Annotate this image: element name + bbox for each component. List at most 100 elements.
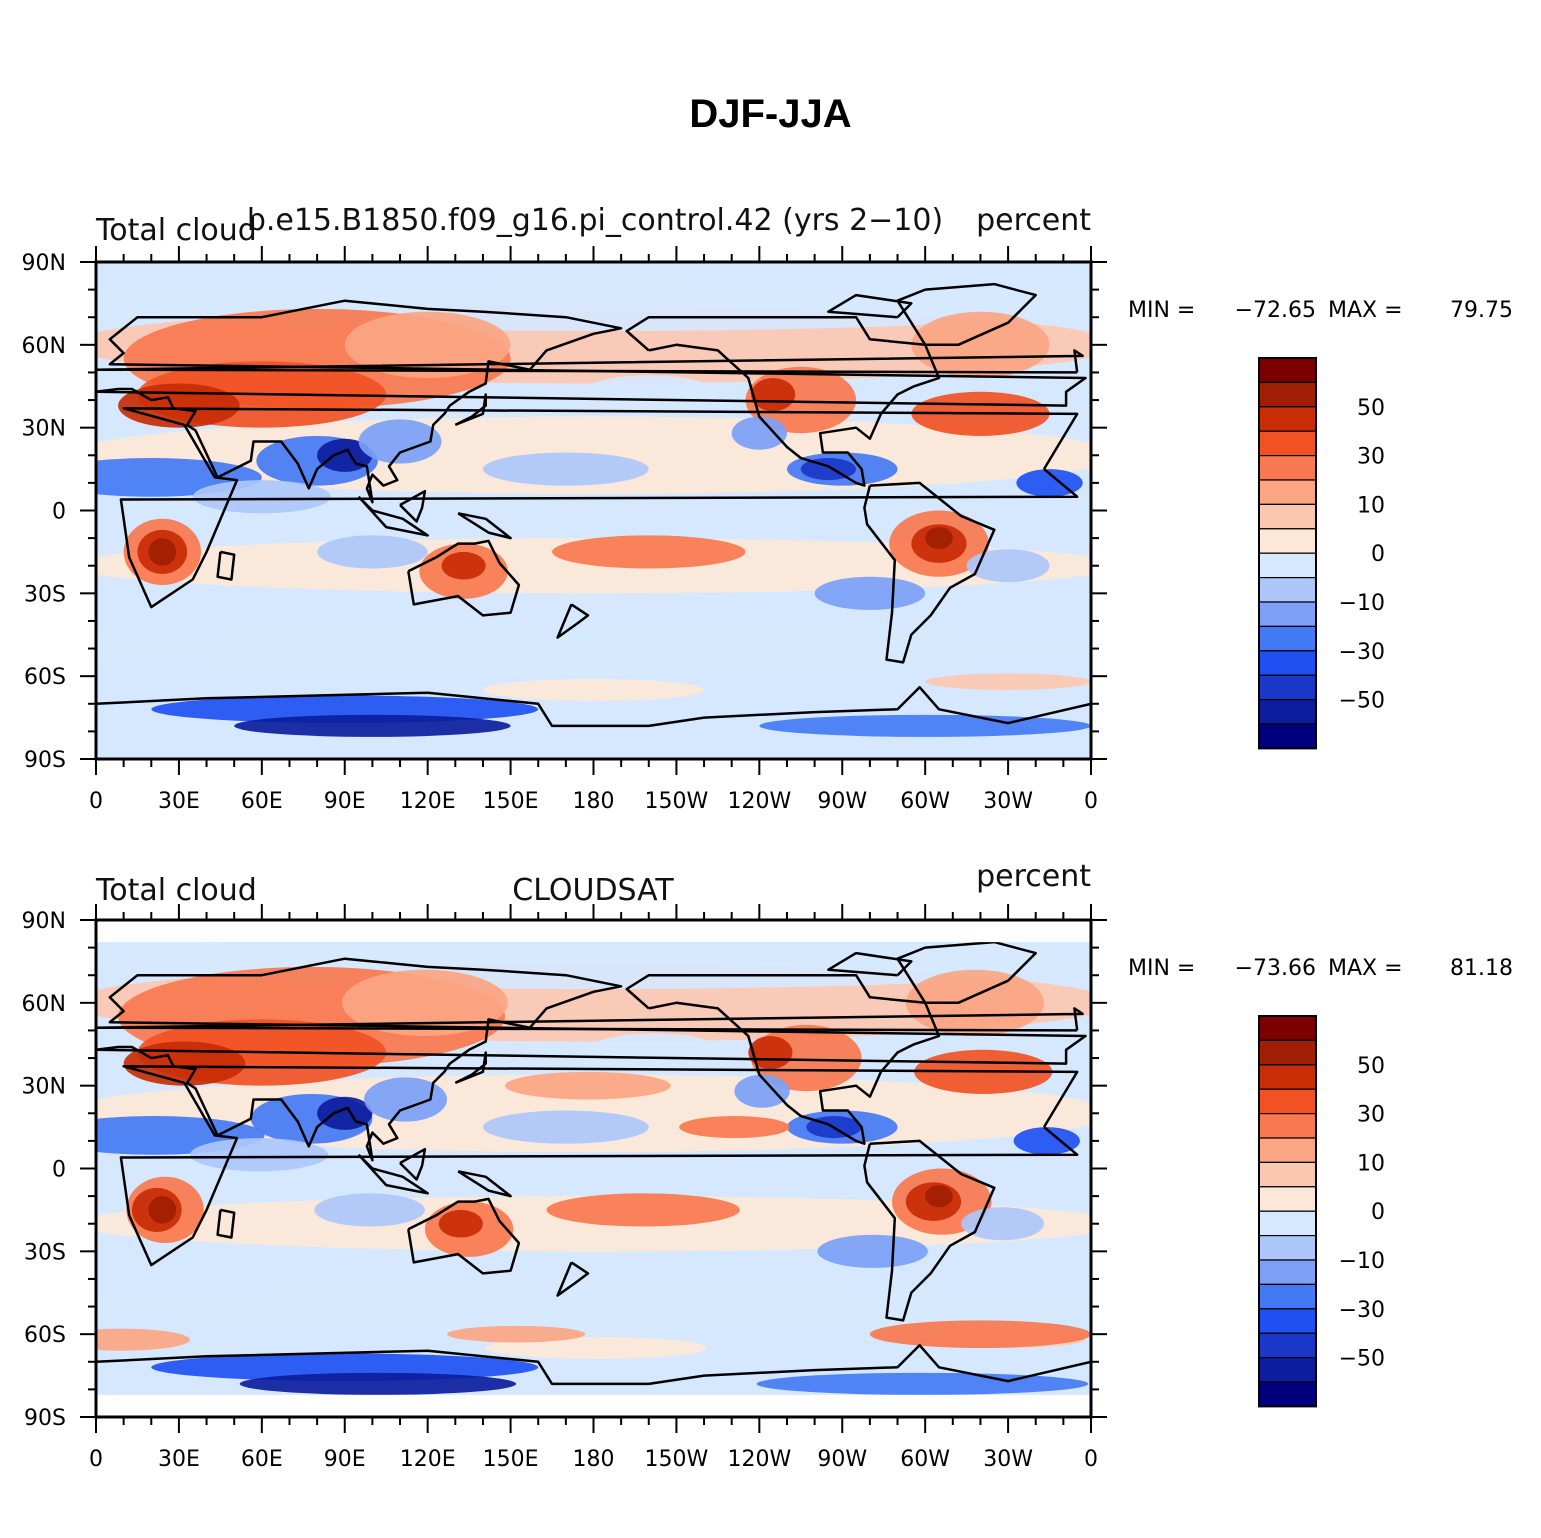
- min-value: −72.65: [1235, 298, 1316, 323]
- lat-tick-label: 0: [52, 500, 66, 525]
- lat-tick-label: 30N: [22, 417, 66, 442]
- lon-tick-label: 90W: [817, 1447, 867, 1472]
- colorbar-box: [1258, 1039, 1317, 1066]
- colorbar-box: [1258, 1015, 1317, 1041]
- colorbar-frame: [1258, 1015, 1317, 1408]
- coastline: [399, 1147, 427, 1181]
- contour-region: [925, 1185, 953, 1208]
- lon-tick-label: 150W: [645, 789, 709, 814]
- colorbar-label: −10: [1339, 1249, 1385, 1274]
- coastline: [96, 957, 1087, 1162]
- colorbar-label: −10: [1339, 591, 1385, 616]
- panel-center-string: CLOUDSAT: [512, 873, 674, 908]
- contour-region: [759, 714, 1091, 737]
- coastline: [863, 1139, 996, 1322]
- lon-tick-label: 90E: [324, 1447, 366, 1472]
- coastline: [96, 349, 1084, 374]
- coastline: [457, 1170, 512, 1198]
- colorbar-label: −50: [1339, 1347, 1385, 1372]
- colorbar-box: [1258, 1332, 1317, 1359]
- contour-region: [817, 1234, 928, 1268]
- lon-tick-label: 90E: [324, 789, 366, 814]
- contour-region: [239, 1372, 517, 1395]
- lat-tick-label: 30S: [24, 1240, 66, 1265]
- contour-region: [505, 1071, 671, 1100]
- lon-tick-label: 0: [89, 789, 103, 814]
- lon-tick-label: 120W: [727, 789, 791, 814]
- contour-region: [925, 527, 953, 550]
- lon-tick-label: 90W: [817, 789, 867, 814]
- coastline: [625, 973, 941, 1145]
- colorbar-box: [1258, 1186, 1317, 1212]
- colorbar-label: −30: [1339, 1298, 1385, 1323]
- colorbar-box: [1258, 1137, 1317, 1163]
- contour-region: [905, 969, 1045, 1036]
- lat-tick-label: 60N: [22, 334, 66, 359]
- contour-region: [814, 576, 926, 610]
- colorbar-label: −30: [1339, 640, 1385, 665]
- contour-region: [585, 1033, 724, 1072]
- contour-region: [485, 1336, 707, 1360]
- coastline: [896, 282, 1037, 347]
- colorbar-box: [1258, 1210, 1317, 1237]
- colorbar-label: 10: [1357, 493, 1385, 518]
- lon-tick-label: 60E: [241, 789, 283, 814]
- contour-region: [148, 538, 177, 566]
- coastline: [407, 1197, 521, 1275]
- colorbar-label: 0: [1371, 542, 1385, 567]
- lat-tick-label: 30S: [24, 582, 66, 607]
- contour-region: [679, 1116, 790, 1139]
- contour-region: [482, 678, 705, 702]
- contour-region: [966, 549, 1050, 583]
- contour-field: [96, 942, 1091, 1395]
- contour-region: [756, 1372, 1089, 1395]
- contour-region: [925, 673, 1091, 690]
- contour-region: [234, 714, 511, 737]
- colorbar: 50 30 10 0 −10 −30 −50: [1258, 357, 1385, 750]
- figure-title: DJF-JJA: [689, 92, 852, 136]
- contour-region: [123, 1041, 246, 1086]
- colorbar-label: −50: [1339, 689, 1385, 714]
- coastline: [96, 299, 1087, 504]
- map-panel-1: 90N 60N 30N 0 30S 60S 90S 0 30E 60E 90E 120E 150E 180…: [22, 203, 1513, 814]
- contour-region: [869, 1320, 1091, 1348]
- min-value: −73.66: [1235, 956, 1316, 981]
- coastline: [454, 393, 487, 427]
- contour-region: [441, 551, 486, 580]
- lon-tick-label: 0: [89, 1447, 103, 1472]
- lon-tick-label: 30W: [983, 1447, 1033, 1472]
- lon-tick-label: 150E: [483, 1447, 539, 1472]
- colorbar-box: [1258, 698, 1317, 725]
- ticks: [80, 246, 1107, 775]
- coastlines: [96, 282, 1091, 728]
- lon-tick-label: 180: [573, 789, 615, 814]
- contour-region: [96, 620, 1091, 677]
- colorbar-label: 30: [1357, 445, 1385, 470]
- lon-tick-label: 30W: [983, 789, 1033, 814]
- contour-region: [151, 695, 539, 724]
- lat-tick-label: 60N: [22, 992, 66, 1017]
- coastline: [216, 550, 236, 581]
- lat-tick-label: 60S: [24, 665, 66, 690]
- max-value: 81.18: [1450, 956, 1513, 981]
- coastline: [119, 1065, 1079, 1267]
- lon-tick-label: 120E: [400, 789, 456, 814]
- contour-region: [438, 1209, 483, 1238]
- coastline: [457, 512, 512, 540]
- coastline: [556, 1261, 590, 1297]
- colorbar-box: [1258, 455, 1317, 481]
- colorbar-box: [1258, 357, 1317, 383]
- contour-field: [96, 262, 1091, 759]
- lat-tick-label: 30N: [22, 1075, 66, 1100]
- colorbar-box: [1258, 1234, 1317, 1261]
- min-label: MIN =: [1128, 956, 1195, 981]
- colorbar-label: 30: [1357, 1103, 1385, 1128]
- coastline: [96, 685, 1091, 728]
- map-panel-2: 90N 60N 30N 0 30S 60S 90S 0 30E 60E 90E 120E 150E 180…: [22, 859, 1513, 1472]
- coastline: [96, 1007, 1084, 1032]
- contour-region: [482, 452, 649, 486]
- contour-region: [1013, 1127, 1080, 1155]
- colorbar-box: [1258, 430, 1317, 457]
- coastline: [216, 1208, 236, 1239]
